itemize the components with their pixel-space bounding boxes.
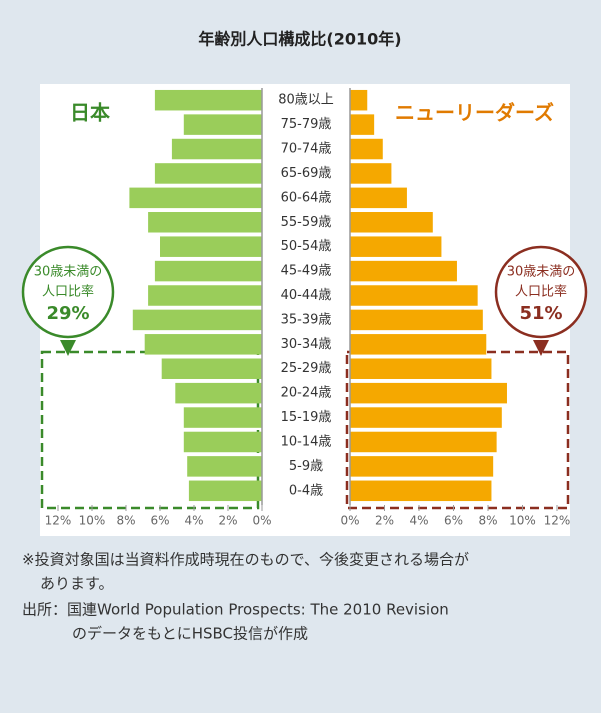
note: あります。 (40, 575, 114, 593)
bar (175, 382, 262, 404)
bar (148, 285, 262, 306)
legend-left: 日本 (70, 101, 110, 125)
category-label: 55-59歳 (281, 215, 332, 230)
x-tick-label: 12% (45, 514, 72, 528)
x-tick-label: 4% (409, 514, 428, 528)
callout-text: 30歳未満の (507, 265, 576, 280)
x-tick-label: 2% (218, 514, 237, 528)
x-tick-label: 8% (478, 514, 497, 528)
x-tick-label: 0% (340, 514, 359, 528)
chart-title: 年齢別人口構成比(2010年) (198, 30, 401, 49)
category-label: 20-24歳 (281, 386, 332, 401)
x-tick-label: 0% (252, 514, 271, 528)
category-label: 25-29歳 (281, 361, 332, 376)
legend-right: ニューリーダーズ (395, 101, 554, 125)
bar (350, 89, 368, 111)
category-label: 65-69歳 (281, 166, 332, 181)
bar (144, 334, 262, 355)
x-tick-label: 10% (79, 514, 106, 528)
x-tick-label: 10% (509, 514, 536, 528)
bar (350, 334, 487, 355)
note: のデータをもとにHSBC投信が作成 (72, 625, 308, 643)
category-label: 10-14歳 (281, 434, 332, 449)
callout-value: 29% (46, 303, 89, 324)
bar (154, 89, 262, 111)
x-tick-label: 4% (184, 514, 203, 528)
bar (350, 236, 442, 257)
bar (350, 382, 507, 404)
bar (350, 480, 492, 502)
category-label: 60-64歳 (281, 190, 332, 205)
category-label: 35-39歳 (281, 312, 332, 327)
bar (350, 187, 407, 209)
category-label: 75-79歳 (281, 117, 332, 132)
category-label: 5-9歳 (289, 459, 323, 474)
callout-text: 人口比率 (515, 284, 567, 300)
bar (188, 480, 262, 502)
category-label: 0-4歳 (289, 483, 323, 498)
bar (350, 285, 478, 306)
x-tick-label: 6% (444, 514, 463, 528)
bar (350, 114, 375, 135)
bar (187, 456, 262, 477)
bar (350, 212, 433, 233)
callout-text: 人口比率 (42, 284, 94, 300)
bar (129, 187, 262, 209)
note: ※投資対象国は当資料作成時現在のもので、今後変更される場合が (22, 551, 469, 569)
bar (350, 260, 457, 282)
callout-pointer (60, 340, 76, 356)
bar (183, 407, 262, 428)
bar (350, 407, 502, 428)
bar (350, 138, 383, 160)
category-label: 50-54歳 (281, 239, 332, 254)
bar (350, 358, 492, 379)
bar (154, 163, 262, 184)
category-label: 45-49歳 (281, 264, 332, 279)
callout-right (494, 245, 588, 339)
bar (171, 138, 262, 160)
dashed-box-right (345, 350, 570, 510)
category-label: 80歳以上 (278, 93, 334, 108)
bar (350, 163, 392, 184)
bar (183, 114, 262, 135)
callout-pointer (533, 340, 549, 356)
dashed-box-left (40, 350, 260, 510)
bar (160, 236, 262, 257)
x-tick-label: 8% (116, 514, 135, 528)
callout-value: 51% (519, 303, 562, 324)
bar (350, 431, 497, 453)
bar (148, 212, 262, 233)
category-label: 15-19歳 (281, 410, 332, 425)
note: 出所：国連World Population Prospects: The 201… (22, 601, 449, 619)
bar (154, 260, 262, 282)
callout-left (21, 245, 115, 339)
category-label: 40-44歳 (281, 288, 332, 303)
callout-text: 30歳未満の (34, 265, 103, 280)
category-label: 30-34歳 (281, 337, 332, 352)
bar (161, 358, 262, 379)
x-tick-label: 6% (150, 514, 169, 528)
x-tick-label: 12% (544, 514, 571, 528)
bar (132, 309, 262, 331)
bar (183, 431, 262, 453)
x-tick-label: 2% (375, 514, 394, 528)
bar (350, 456, 494, 477)
bar (350, 309, 483, 331)
category-label: 70-74歳 (281, 142, 332, 157)
